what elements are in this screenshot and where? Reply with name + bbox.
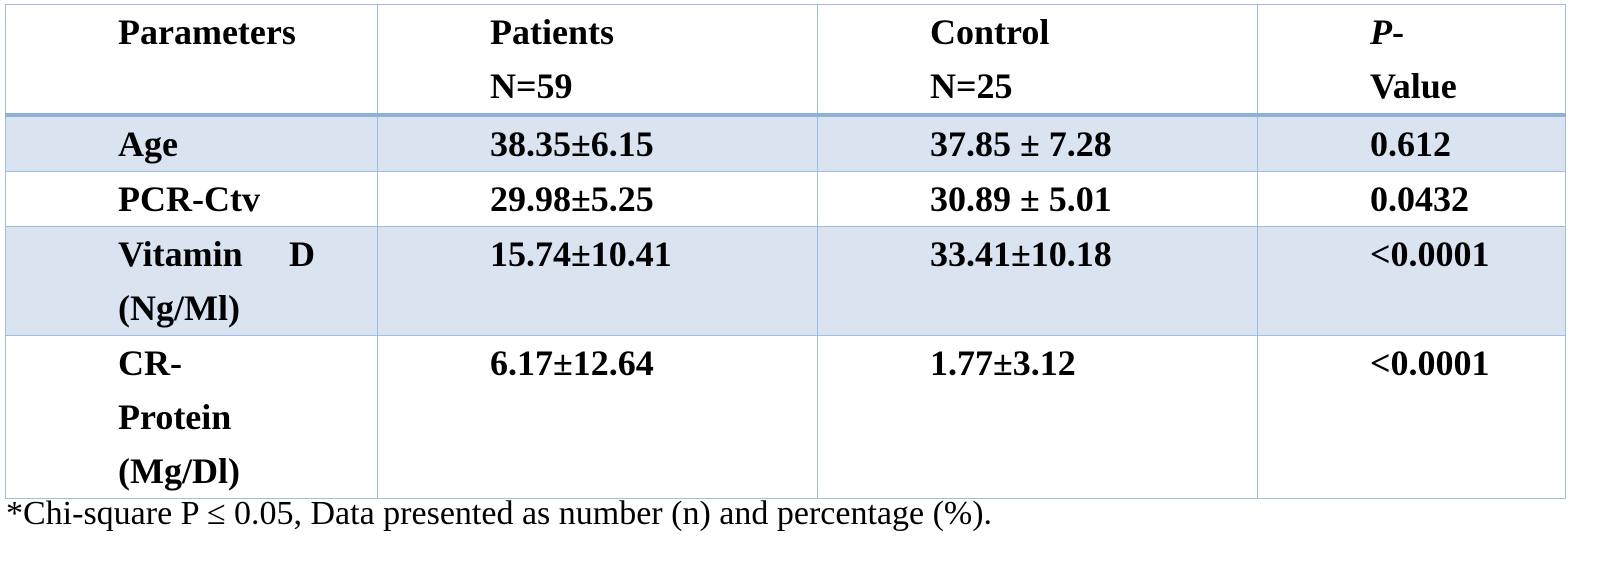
header-pvalue-line1: P- <box>1370 5 1565 59</box>
header-patients: Patients N=59 <box>377 4 818 117</box>
parameter-label-part2: Protein <box>118 397 232 437</box>
control-value: 37.85 ± 7.28 <box>930 124 1112 164</box>
parameter-label: PCR-Ctv <box>118 179 260 219</box>
cell-patients: 6.17±12.64 <box>377 335 818 499</box>
cell-control: 30.89 ± 5.01 <box>817 171 1258 227</box>
table-row: Vitamin D (Ng/Ml) 15.74±10.41 33.41±10.18… <box>5 226 1566 336</box>
header-parameters: Parameters <box>5 4 378 117</box>
cell-parameter: CR- Protein (Mg/Dl) <box>5 335 378 499</box>
control-value: 30.89 ± 5.01 <box>930 179 1112 219</box>
cell-pvalue: <0.0001 <box>1257 226 1566 336</box>
header-pvalue-p: P <box>1370 12 1392 52</box>
parameter-word-d: D <box>289 234 315 274</box>
table-header: Parameters Patients N=59 Control N=25 P-… <box>5 4 1566 117</box>
cell-pvalue: 0.0432 <box>1257 171 1566 227</box>
cell-parameter: Vitamin D (Ng/Ml) <box>5 226 378 336</box>
parameter-label-part1: CR- <box>118 343 182 383</box>
table-row: PCR-Ctv 29.98±5.25 30.89 ± 5.01 0.0432 <box>5 171 1566 227</box>
results-table: Parameters Patients N=59 Control N=25 P-… <box>5 4 1566 499</box>
header-parameters-label: Parameters <box>118 12 296 52</box>
header-pvalue: P- Value <box>1257 4 1566 117</box>
control-value: 1.77±3.12 <box>930 343 1076 383</box>
pvalue-value: <0.0001 <box>1370 234 1490 274</box>
results-table-container: Parameters Patients N=59 Control N=25 P-… <box>5 4 1566 499</box>
cell-parameter: Age <box>5 114 378 172</box>
pvalue-value: 0.612 <box>1370 124 1451 164</box>
header-control-count: N=25 <box>930 66 1013 106</box>
cell-pvalue: <0.0001 <box>1257 335 1566 499</box>
parameter-label: Age <box>118 124 178 164</box>
cell-pvalue: 0.612 <box>1257 114 1566 172</box>
cell-parameter: PCR-Ctv <box>5 171 378 227</box>
header-patients-count: N=59 <box>490 66 573 106</box>
header-row: Parameters Patients N=59 Control N=25 P-… <box>5 4 1566 117</box>
pvalue-value: <0.0001 <box>1370 343 1490 383</box>
parameter-unit: (Mg/Dl) <box>118 451 240 491</box>
patients-value: 38.35±6.15 <box>490 124 654 164</box>
cell-patients: 38.35±6.15 <box>377 114 818 172</box>
patients-value: 29.98±5.25 <box>490 179 654 219</box>
parameter-label: Vitamin D <box>118 227 315 281</box>
header-pvalue-line2: Value <box>1370 66 1457 106</box>
parameter-unit: (Ng/Ml) <box>118 288 240 328</box>
table-row: CR- Protein (Mg/Dl) 6.17±12.64 1.77±3.12… <box>5 335 1566 499</box>
table-body: Age 38.35±6.15 37.85 ± 7.28 0.612 PCR-Ct… <box>5 114 1566 499</box>
cell-patients: 29.98±5.25 <box>377 171 818 227</box>
cell-patients: 15.74±10.41 <box>377 226 818 336</box>
header-control-label: Control <box>930 12 1050 52</box>
patients-value: 6.17±12.64 <box>490 343 654 383</box>
table-footnote: *Chi-square P ≤ 0.05, Data presented as … <box>6 495 993 532</box>
header-patients-label: Patients <box>490 12 614 52</box>
cell-control: 33.41±10.18 <box>817 226 1258 336</box>
parameter-word-vitamin: Vitamin <box>118 234 243 274</box>
header-pvalue-dash: - <box>1392 12 1404 52</box>
table-row: Age 38.35±6.15 37.85 ± 7.28 0.612 <box>5 114 1566 172</box>
pvalue-value: 0.0432 <box>1370 179 1469 219</box>
cell-control: 1.77±3.12 <box>817 335 1258 499</box>
cell-control: 37.85 ± 7.28 <box>817 114 1258 172</box>
header-control: Control N=25 <box>817 4 1258 117</box>
patients-value: 15.74±10.41 <box>490 234 672 274</box>
control-value: 33.41±10.18 <box>930 234 1112 274</box>
